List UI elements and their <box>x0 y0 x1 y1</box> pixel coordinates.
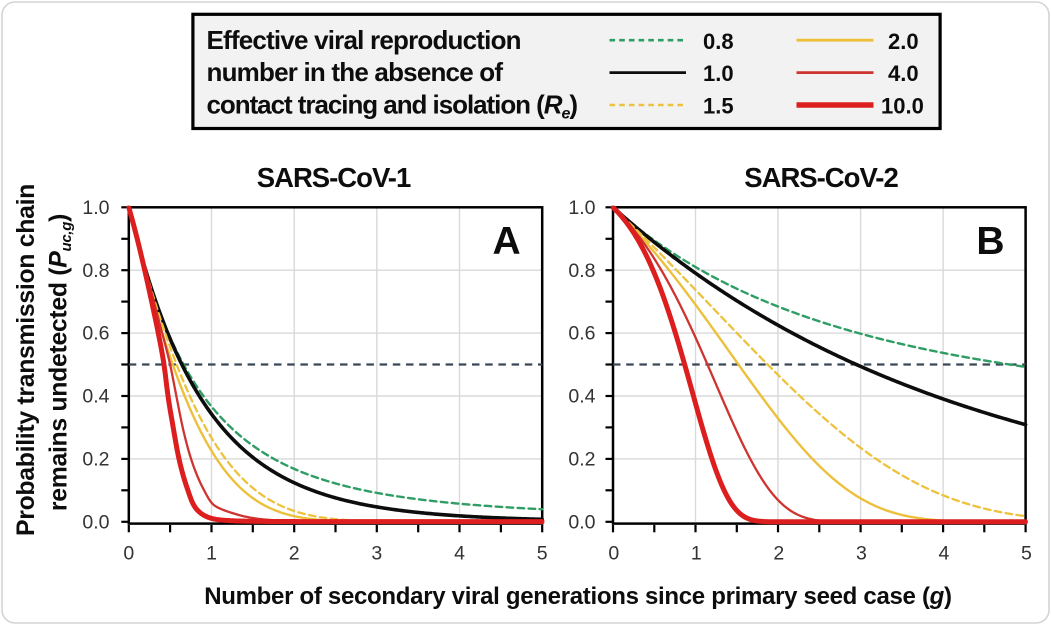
svg-text:0.0: 0.0 <box>568 511 595 533</box>
svg-text:4: 4 <box>454 543 465 565</box>
svg-text:0.8: 0.8 <box>568 260 595 282</box>
svg-text:Effective viral reproduction: Effective viral reproduction <box>207 25 521 55</box>
svg-text:0: 0 <box>123 543 134 565</box>
svg-text:1: 1 <box>691 543 702 565</box>
svg-text:2: 2 <box>773 543 784 565</box>
svg-text:1.0: 1.0 <box>703 61 734 86</box>
svg-text:1: 1 <box>206 543 217 565</box>
svg-text:0.6: 0.6 <box>568 323 595 345</box>
svg-text:contact tracing and isolation: contact tracing and isolation (Re) <box>207 90 578 123</box>
svg-text:Probability transmission chain: Probability transmission chain <box>13 184 40 536</box>
svg-text:3: 3 <box>856 543 867 565</box>
svg-text:B: B <box>976 220 1004 263</box>
svg-text:0.8: 0.8 <box>82 260 109 282</box>
svg-text:3: 3 <box>371 543 382 565</box>
svg-text:1.0: 1.0 <box>568 197 595 219</box>
svg-text:number in the absence of: number in the absence of <box>207 57 504 87</box>
svg-text:0.2: 0.2 <box>568 449 595 471</box>
svg-text:0.4: 0.4 <box>568 386 595 408</box>
svg-text:0.2: 0.2 <box>82 449 109 471</box>
svg-text:SARS-CoV-1: SARS-CoV-1 <box>257 162 411 193</box>
svg-text:0.4: 0.4 <box>82 386 109 408</box>
svg-text:4: 4 <box>938 543 949 565</box>
svg-text:2.0: 2.0 <box>888 29 919 54</box>
svg-text:5: 5 <box>1021 543 1032 565</box>
svg-text:1.0: 1.0 <box>82 197 109 219</box>
svg-text:0.0: 0.0 <box>82 511 109 533</box>
svg-text:2: 2 <box>289 543 300 565</box>
svg-text:0: 0 <box>608 543 619 565</box>
svg-text:4.0: 4.0 <box>888 61 919 86</box>
svg-text:0.6: 0.6 <box>82 323 109 345</box>
svg-text:SARS-CoV-2: SARS-CoV-2 <box>744 162 898 193</box>
svg-text:10.0: 10.0 <box>881 94 924 119</box>
svg-text:5: 5 <box>537 543 548 565</box>
svg-text:Number of secondary viral gene: Number of secondary viral generations si… <box>204 583 951 610</box>
svg-text:0.8: 0.8 <box>703 29 734 54</box>
svg-text:remains undetected (Puc,g): remains undetected (Puc,g) <box>46 214 76 511</box>
svg-text:1.5: 1.5 <box>703 94 734 119</box>
svg-text:A: A <box>493 220 521 263</box>
